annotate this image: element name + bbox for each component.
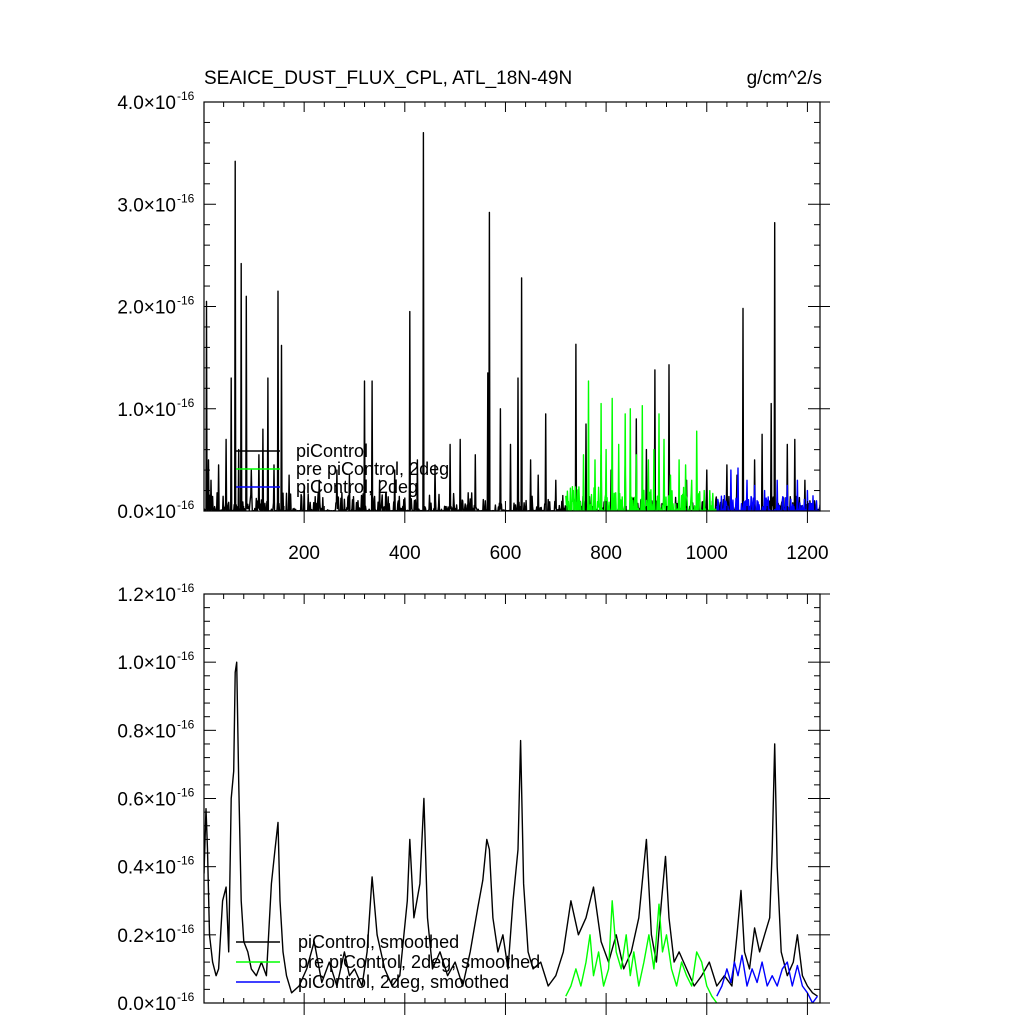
y-tick-exponent: -16 (177, 854, 195, 868)
legend-label: piControl, 2deg (296, 477, 418, 497)
y-tick-label: 1.2×10 (117, 585, 176, 606)
legend-label: piControl, smoothed (298, 932, 459, 952)
series-line-1-2 (716, 954, 819, 1003)
y-tick-exponent: -16 (177, 294, 195, 308)
series-line-1-1 (565, 900, 718, 1003)
y-tick-exponent: -16 (177, 191, 195, 205)
x-tick-label: 400 (389, 543, 421, 564)
y-tick-label: 0.4×10 (117, 858, 176, 879)
y-tick-exponent: -16 (177, 396, 195, 410)
y-tick-exponent: -16 (177, 717, 195, 731)
legend-label: pre piControl, 2deg, smoothed (298, 952, 540, 972)
x-tick-label: 800 (590, 543, 622, 564)
x-tick-label: 200 (288, 543, 320, 564)
y-tick-label: 0.8×10 (117, 721, 176, 742)
chart-title: SEAICE_DUST_FLUX_CPL, ATL_18N-49N (204, 68, 572, 89)
y-tick-label: 0.0×10 (117, 994, 176, 1015)
y-tick-label: 1.0×10 (117, 653, 176, 674)
y-tick-exponent: -16 (177, 990, 195, 1004)
x-tick-label: 1000 (686, 543, 728, 564)
y-tick-label: 2.0×10 (117, 298, 176, 319)
y-tick-label: 4.0×10 (117, 93, 176, 114)
x-tick-label: 1200 (786, 543, 828, 564)
y-tick-label: 0.6×10 (117, 790, 176, 811)
y-tick-exponent: -16 (177, 649, 195, 663)
y-tick-exponent: -16 (177, 498, 195, 512)
y-tick-exponent: -16 (177, 581, 195, 595)
legend-label: piControl, 2deg, smoothed (298, 972, 509, 992)
y-tick-label: 3.0×10 (117, 195, 176, 216)
series-line-1-0 (204, 661, 818, 997)
bottom-panel: 0.0×10 -160.2×10 -160.4×10 -160.6×10 -160.8×… (117, 581, 830, 1015)
legend-label: pre piControl, 2deg (296, 459, 449, 479)
y-tick-label: 0.0×10 (117, 502, 176, 523)
y-tick-exponent: -16 (177, 786, 195, 800)
units-label: g/cm^2/s (747, 68, 822, 89)
y-tick-label: 0.2×10 (117, 926, 176, 947)
y-tick-label: 1.0×10 (117, 400, 176, 421)
x-tick-label: 600 (490, 543, 522, 564)
y-tick-exponent: -16 (177, 89, 195, 103)
legend-label: piControl (296, 441, 368, 461)
y-tick-exponent: -16 (177, 922, 195, 936)
